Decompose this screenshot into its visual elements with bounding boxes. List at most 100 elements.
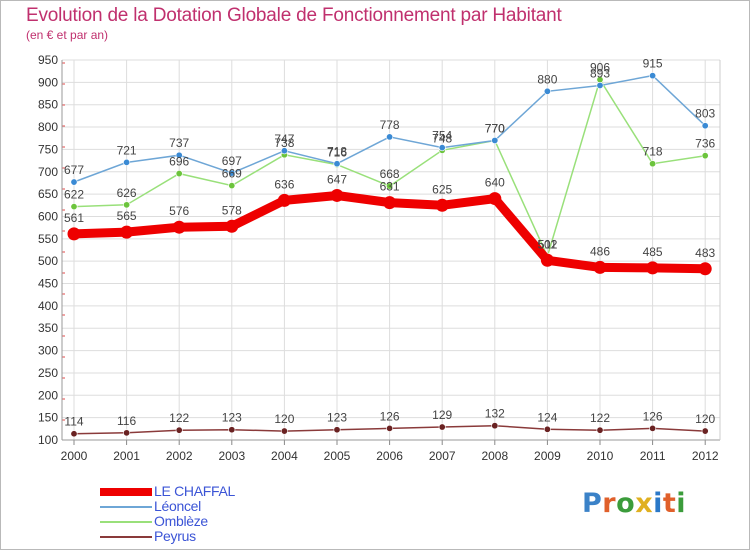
data-label-le-chaffal-2008: 640 — [485, 176, 505, 190]
logo-letter: o — [616, 488, 636, 519]
x-tick-label-2002: 2002 — [166, 449, 193, 463]
legend-swatch-le-chaffal — [100, 488, 152, 496]
y-tick-label-350: 350 — [38, 321, 58, 335]
data-point-peyrus-2010 — [596, 426, 604, 434]
legend-swatch-peyrus — [100, 536, 152, 538]
data-point-le-chaffal-2012 — [698, 262, 712, 276]
data-point-leoncel-2005 — [333, 160, 341, 168]
x-tick-label-2005: 2005 — [324, 449, 351, 463]
legend-item-ombleze[interactable]: Omblèze — [100, 514, 360, 529]
logo-letter: i — [676, 488, 687, 519]
x-tick-label-2001: 2001 — [113, 449, 140, 463]
y-tick-label-600: 600 — [38, 209, 58, 223]
data-label-peyrus-2000: 114 — [64, 415, 83, 429]
data-label-le-chaffal-2012: 483 — [695, 246, 715, 260]
data-point-ombleze-2000 — [70, 203, 78, 211]
data-label-peyrus-2009: 124 — [537, 410, 557, 424]
data-label-le-chaffal-2001: 565 — [117, 209, 137, 223]
data-point-leoncel-2011 — [649, 72, 657, 80]
data-label-leoncel-2008: 770 — [485, 121, 505, 135]
data-label-ombleze-2011: 718 — [643, 145, 663, 159]
data-label-leoncel-2006: 778 — [380, 118, 400, 132]
legend-swatch-ombleze — [100, 521, 152, 523]
data-label-peyrus-2004: 120 — [274, 412, 294, 426]
data-label-ombleze-2006: 668 — [380, 167, 400, 181]
data-label-peyrus-2008: 132 — [485, 407, 505, 421]
data-point-ombleze-2003 — [228, 182, 236, 190]
data-point-leoncel-2012 — [701, 122, 709, 130]
data-label-leoncel-2005: 718 — [327, 145, 347, 159]
data-label-leoncel-2011: 915 — [643, 57, 663, 71]
data-label-peyrus-2003: 123 — [222, 411, 242, 425]
data-label-le-chaffal-2004: 636 — [274, 177, 294, 191]
data-label-leoncel-2009: 880 — [537, 72, 557, 86]
data-label-peyrus-2006: 126 — [380, 409, 400, 423]
y-tick-label-450: 450 — [38, 277, 58, 291]
x-tick-label-2007: 2007 — [429, 449, 456, 463]
x-tick-label-2006: 2006 — [376, 449, 403, 463]
data-label-leoncel-2000: 677 — [64, 163, 84, 177]
data-label-ombleze-2008: 770 — [485, 121, 505, 135]
data-point-leoncel-2008 — [491, 136, 499, 144]
y-tick-label-100: 100 — [38, 433, 58, 447]
y-tick-label-400: 400 — [38, 299, 58, 313]
data-point-peyrus-2006 — [386, 424, 394, 432]
data-point-leoncel-2010 — [596, 81, 604, 89]
data-point-le-chaffal-2011 — [646, 261, 660, 275]
data-label-ombleze-2000: 622 — [64, 188, 84, 202]
data-label-le-chaffal-2006: 631 — [380, 180, 400, 194]
data-point-leoncel-2004 — [280, 147, 288, 155]
legend-item-leoncel[interactable]: Léoncel — [100, 499, 360, 514]
x-tick-label-2008: 2008 — [481, 449, 508, 463]
data-label-le-chaffal-2005: 647 — [327, 172, 347, 186]
data-label-peyrus-2012: 120 — [695, 412, 715, 426]
data-label-peyrus-2001: 116 — [117, 414, 136, 428]
y-tick-label-500: 500 — [38, 254, 58, 268]
y-tick-label-150: 150 — [38, 411, 58, 425]
y-tick-label-900: 900 — [38, 75, 58, 89]
data-point-peyrus-2012 — [701, 427, 709, 435]
data-point-ombleze-2002 — [175, 170, 183, 178]
data-point-le-chaffal-2006 — [383, 196, 397, 210]
data-point-ombleze-2011 — [649, 160, 657, 168]
legend-label-leoncel: Léoncel — [154, 498, 201, 514]
data-label-peyrus-2002: 122 — [169, 411, 189, 425]
legend-label-le-chaffal: LE CHAFFAL — [154, 483, 236, 499]
legend-swatch-leoncel — [100, 506, 152, 508]
legend-item-le-chaffal[interactable]: LE CHAFFAL — [100, 484, 360, 499]
data-point-le-chaffal-2001 — [120, 225, 134, 239]
data-point-le-chaffal-2010 — [593, 260, 607, 274]
data-label-ombleze-2001: 626 — [117, 186, 137, 200]
data-point-leoncel-2003 — [228, 169, 236, 177]
data-label-leoncel-2003: 697 — [222, 154, 242, 168]
data-point-peyrus-2011 — [649, 424, 657, 432]
legend-label-peyrus: Peyrus — [154, 528, 196, 544]
x-tick-label-2003: 2003 — [218, 449, 245, 463]
data-point-le-chaffal-2002 — [172, 220, 186, 234]
x-tick-label-2010: 2010 — [587, 449, 614, 463]
legend-item-peyrus[interactable]: Peyrus — [100, 529, 360, 544]
data-label-ombleze-2004: 738 — [274, 136, 294, 150]
data-label-ombleze-2003: 669 — [222, 167, 242, 181]
data-label-leoncel-2007: 754 — [432, 129, 452, 143]
data-label-le-chaffal-2002: 576 — [169, 204, 189, 218]
data-point-ombleze-2012 — [701, 152, 709, 160]
data-labels: 114 116 122 123 120 123 126 129 132 124 122 126 120 6… — [64, 57, 716, 429]
chart-title: Evolution de la Dotation Globale de Fonc… — [26, 5, 562, 26]
data-point-peyrus-2007 — [438, 423, 446, 431]
data-point-leoncel-2007 — [438, 144, 446, 152]
data-point-peyrus-2003 — [228, 426, 236, 434]
data-point-leoncel-2002 — [175, 151, 183, 159]
data-point-leoncel-2009 — [543, 87, 551, 95]
data-label-leoncel-2002: 737 — [169, 136, 189, 150]
data-point-peyrus-2005 — [333, 426, 341, 434]
y-tick-label-750: 750 — [38, 142, 58, 156]
logo-letter: x — [635, 488, 654, 519]
data-label-ombleze-2012: 736 — [695, 137, 715, 151]
data-point-leoncel-2006 — [386, 133, 394, 141]
y-tick-label-850: 850 — [38, 98, 58, 112]
data-point-peyrus-2008 — [491, 422, 499, 430]
y-tick-label-800: 800 — [38, 120, 58, 134]
y-tick-label-550: 550 — [38, 232, 58, 246]
